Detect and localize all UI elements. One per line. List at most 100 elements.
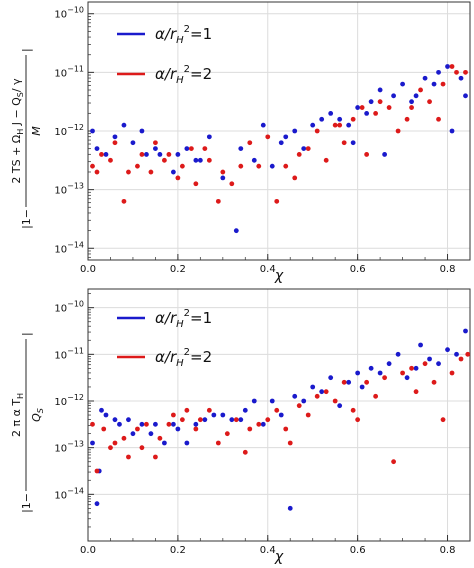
- data-point: [337, 116, 343, 122]
- data-point: [94, 169, 100, 175]
- data-point: [355, 370, 361, 376]
- data-point: [283, 163, 289, 169]
- data-point: [126, 454, 131, 460]
- y-tick-label: 10−10: [54, 6, 84, 21]
- data-point: [251, 398, 257, 404]
- data-point: [99, 152, 104, 157]
- data-point: [233, 228, 239, 234]
- y-label-prefix: |1−: [20, 493, 33, 513]
- series-1-points: [90, 64, 468, 234]
- y-label-numerator: 2 π α TH: [10, 393, 25, 437]
- legend-text: α/r: [155, 348, 177, 366]
- legend-sup: 2: [184, 347, 190, 358]
- data-point: [341, 140, 347, 146]
- data-point: [202, 417, 208, 423]
- data-point: [332, 398, 338, 404]
- data-point: [413, 365, 419, 371]
- data-point: [153, 146, 158, 151]
- y-label-suffix: |: [20, 332, 33, 336]
- y-tick-base: 10: [54, 186, 67, 197]
- data-point: [382, 152, 388, 157]
- data-point: [175, 426, 181, 432]
- y-tick-exponent: −10: [67, 300, 84, 309]
- data-point: [94, 501, 100, 507]
- data-point: [193, 426, 199, 432]
- data-point: [337, 122, 343, 128]
- data-point: [260, 421, 266, 427]
- data-point: [296, 403, 302, 409]
- data-point: [431, 81, 437, 87]
- data-point: [292, 128, 298, 134]
- data-point: [139, 152, 145, 157]
- data-point: [355, 417, 361, 423]
- y-label-num-sub2: S: [16, 92, 25, 97]
- legend-sub: H: [176, 35, 184, 46]
- y-label-num-tail: / γ: [10, 78, 23, 92]
- data-point: [413, 93, 419, 99]
- y-label-den-sub: S: [36, 408, 45, 413]
- data-point: [170, 421, 176, 427]
- data-point: [328, 111, 334, 116]
- series-2-points: [90, 351, 470, 474]
- data-point: [440, 81, 446, 87]
- data-point: [153, 454, 158, 460]
- data-points: [90, 64, 468, 234]
- y-axis-label: |1− 2 TS + ΩH J − QS/ γ M |: [10, 48, 43, 229]
- data-point: [458, 356, 464, 362]
- legend-text: α/r: [155, 309, 177, 327]
- data-point: [341, 379, 347, 385]
- data-point: [242, 407, 248, 413]
- data-point: [256, 421, 262, 427]
- data-point: [108, 445, 113, 451]
- y-tick-exponent: −12: [67, 123, 84, 132]
- data-point: [301, 398, 307, 404]
- data-point: [148, 431, 154, 437]
- y-label-num-main: 2 π α T: [10, 399, 23, 437]
- data-point: [422, 361, 428, 367]
- data-point: [220, 175, 226, 181]
- data-point: [377, 99, 383, 105]
- y-tick-label: 10−12: [54, 123, 84, 138]
- x-tick-label: 0.6: [350, 545, 366, 556]
- y-tick-label: 10−13: [54, 440, 84, 455]
- x-axis-label: χ: [274, 549, 284, 565]
- data-point: [386, 105, 392, 110]
- data-point: [400, 370, 405, 376]
- legend-sup: 2: [184, 24, 190, 35]
- data-point: [166, 152, 172, 157]
- data-point: [445, 64, 450, 69]
- y-tick-exponent: −13: [67, 182, 84, 191]
- data-point: [238, 163, 244, 169]
- y-label-suffix: |: [20, 48, 33, 52]
- data-point: [117, 421, 122, 427]
- y-label-den-main: M: [30, 126, 43, 136]
- data-point: [346, 122, 352, 128]
- data-point: [193, 157, 199, 163]
- data-point: [121, 435, 127, 441]
- data-point: [206, 407, 212, 413]
- data-point: [121, 122, 127, 128]
- data-point: [153, 140, 158, 146]
- chart-panel-2: 0.0 0.2 0.4 0.6 0.810−1010−1110−1210−1310−14…: [10, 288, 471, 565]
- data-point: [166, 421, 172, 427]
- y-tick-label: 10−14: [54, 486, 84, 501]
- data-point: [162, 440, 167, 446]
- data-point: [391, 459, 396, 465]
- data-point: [382, 375, 388, 381]
- data-point: [99, 407, 104, 413]
- data-point: [314, 393, 320, 399]
- data-point: [274, 198, 280, 204]
- data-point: [449, 370, 455, 376]
- y-tick-exponent: −10: [67, 6, 84, 15]
- data-point: [409, 99, 414, 105]
- legend-label-1: α/rH2=1: [155, 308, 212, 330]
- data-point: [139, 421, 145, 427]
- data-point: [90, 421, 95, 427]
- y-tick-exponent: −11: [67, 64, 84, 73]
- data-point: [179, 163, 185, 169]
- legend-label-2: α/rH2=2: [155, 64, 212, 86]
- data-point: [126, 417, 131, 423]
- y-label-prefix: |1−: [20, 209, 33, 229]
- y-tick-exponent: −14: [67, 240, 84, 249]
- y-label-num-sub: H: [16, 129, 25, 135]
